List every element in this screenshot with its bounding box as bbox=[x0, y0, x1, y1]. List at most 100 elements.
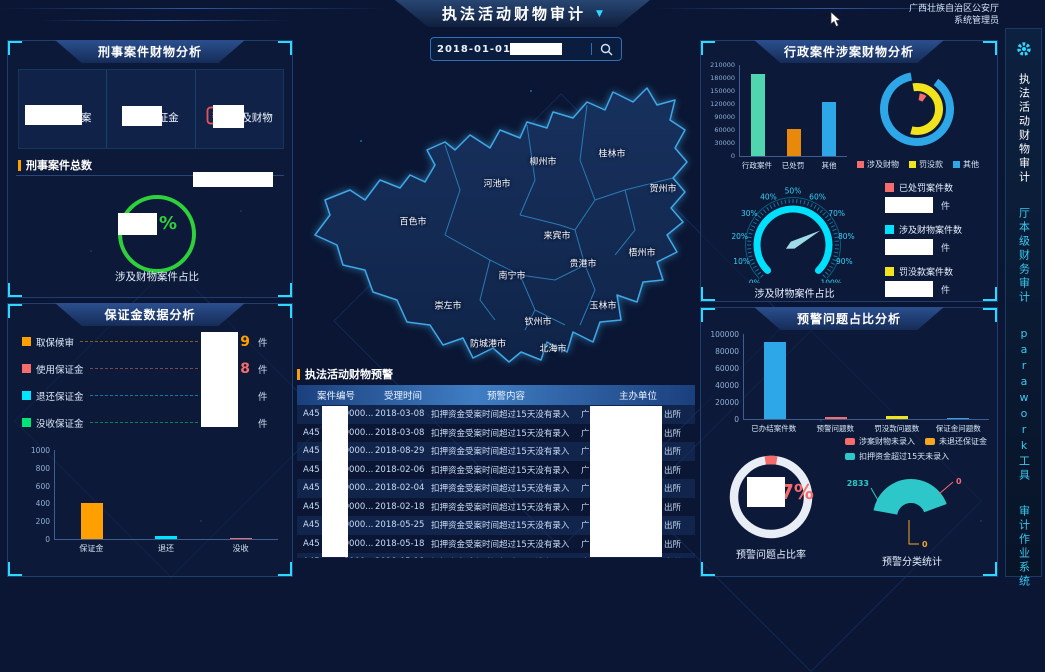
redaction-box bbox=[885, 197, 933, 213]
svg-text:50%: 50% bbox=[785, 187, 802, 196]
warning-legend: 涉案财物未录入未退还保证金扣押资金超过15天未录入 bbox=[845, 436, 997, 462]
panel-title: 行政案件涉案财物分析 bbox=[754, 40, 944, 63]
svg-text:40%: 40% bbox=[760, 192, 777, 201]
gauge-legend-item: 罚没款案件数件 bbox=[885, 265, 993, 297]
sidebar-item[interactable]: 审计作业系统 bbox=[1016, 505, 1032, 589]
legend-item: 其他 bbox=[953, 159, 979, 170]
gauge-legend: 已处罚案件数件涉及财物案件数件罚没款案件数件 bbox=[885, 181, 993, 307]
header-line bbox=[40, 20, 290, 21]
bar bbox=[155, 536, 177, 539]
legend-item: 涉案财物未录入 bbox=[845, 436, 915, 447]
ratio-caption: 预警问题占比率 bbox=[711, 546, 831, 561]
map-city-label[interactable]: 北海市 bbox=[539, 342, 566, 355]
bar bbox=[886, 416, 908, 419]
redaction-box bbox=[118, 213, 157, 235]
svg-text:30%: 30% bbox=[741, 209, 758, 218]
dropdown-caret-icon[interactable]: ▼ bbox=[596, 9, 603, 19]
redaction-box bbox=[213, 105, 244, 128]
bar bbox=[822, 102, 836, 156]
map-city-label[interactable]: 梧州市 bbox=[628, 246, 655, 259]
panel-title: 预警问题占比分析 bbox=[754, 307, 944, 330]
search-icon bbox=[600, 43, 613, 56]
column-header: 主办单位 bbox=[581, 388, 695, 402]
map-svg[interactable] bbox=[295, 30, 700, 367]
map-city-label[interactable]: 钦州市 bbox=[524, 315, 551, 328]
bar bbox=[230, 538, 252, 539]
legend-swatch bbox=[22, 364, 31, 373]
column-header: 案件编号 bbox=[297, 388, 375, 402]
column-header: 受理时间 bbox=[375, 388, 431, 402]
svg-text:0: 0 bbox=[956, 477, 962, 486]
sidebar-item[interactable]: 厅本级财务审计 bbox=[1016, 207, 1032, 305]
svg-text:80%: 80% bbox=[838, 232, 855, 241]
percent-suffix: % bbox=[159, 213, 177, 234]
alerts-title: 执法活动财物预警 bbox=[297, 366, 695, 382]
sidebar-item[interactable]: 执法活动财物审计 bbox=[1016, 73, 1032, 185]
bar bbox=[764, 342, 786, 419]
user-info: 广西壮族自治区公安厅 系统管理员 bbox=[909, 3, 999, 27]
redaction-box bbox=[885, 281, 933, 297]
svg-text:2833: 2833 bbox=[847, 479, 869, 488]
bar bbox=[787, 129, 801, 156]
map-city-label[interactable]: 河池市 bbox=[483, 177, 510, 190]
sidebar-item[interactable]: parawork工具 bbox=[1016, 327, 1032, 483]
classify-rose-chart: 2833 0 0 bbox=[841, 460, 991, 560]
user-name[interactable]: 系统管理员 bbox=[909, 15, 999, 27]
redaction-box bbox=[122, 106, 162, 126]
gauge-legend-item: 涉及财物案件数件 bbox=[885, 223, 993, 255]
redaction-box bbox=[25, 105, 82, 125]
svg-text:90%: 90% bbox=[836, 257, 853, 266]
alerts-header: 案件编号受理时间预警内容主办单位 bbox=[297, 385, 695, 405]
map-city-label[interactable]: 贵港市 bbox=[569, 257, 596, 270]
svg-text:60%: 60% bbox=[809, 192, 826, 201]
column-header: 预警内容 bbox=[431, 388, 581, 402]
criminal-case-panel: 刑事案件财物分析 已结案¥保证金¥涉及财物 刑事案件总数 % 涉及财物案件占比 bbox=[7, 40, 293, 298]
svg-text:100%: 100% bbox=[820, 279, 841, 283]
bar bbox=[81, 503, 103, 539]
gauge-legend-item: 已处罚案件数件 bbox=[885, 181, 993, 213]
redaction-box bbox=[201, 332, 238, 427]
province-outline bbox=[315, 88, 687, 362]
redaction-box bbox=[747, 477, 785, 507]
org-name: 广西壮族自治区公安厅 bbox=[909, 3, 999, 15]
svg-text:0: 0 bbox=[922, 540, 928, 549]
map-city-label[interactable]: 桂林市 bbox=[598, 147, 625, 160]
redaction-box bbox=[193, 172, 273, 187]
map-city-label[interactable]: 来宾市 bbox=[543, 229, 570, 242]
ratio-percent-value: 7% bbox=[780, 480, 814, 504]
redaction-box bbox=[510, 43, 562, 55]
date-from-value[interactable]: 2018-01-01 bbox=[437, 44, 511, 55]
map-city-label[interactable]: 南宁市 bbox=[498, 269, 525, 282]
search-button[interactable] bbox=[598, 43, 615, 56]
legend-swatch bbox=[22, 418, 31, 427]
bar bbox=[751, 74, 765, 156]
legend-item: 涉及财物 bbox=[857, 159, 899, 170]
ring-legend: 涉及财物罚没款其他 bbox=[857, 159, 995, 170]
legend-swatch bbox=[22, 337, 31, 346]
bar bbox=[947, 418, 969, 419]
map-city-label[interactable]: 玉林市 bbox=[589, 299, 616, 312]
panel-title: 刑事案件财物分析 bbox=[55, 40, 245, 63]
svg-text:10%: 10% bbox=[733, 257, 750, 266]
guangxi-map[interactable]: 桂林市柳州市河池市 贺州市百色市来宾市梧州市贵港市南宁市崇左市 玉林市钦州市防城港市… bbox=[295, 30, 700, 367]
ring-caption: 涉及财物案件占比 bbox=[60, 269, 254, 284]
ratio-gauge-chart: 0%10%20%30%40%50%60%70%80%90%100% bbox=[703, 171, 883, 283]
panel-title: 保证金数据分析 bbox=[55, 303, 245, 326]
map-city-label[interactable]: 防城港市 bbox=[470, 337, 506, 350]
map-city-label[interactable]: 贺州市 bbox=[649, 182, 676, 195]
bar bbox=[825, 417, 847, 419]
redaction-box bbox=[322, 406, 348, 557]
legend-item: 未退还保证金 bbox=[925, 436, 987, 447]
redaction-box bbox=[590, 406, 662, 557]
svg-text:70%: 70% bbox=[828, 209, 845, 218]
divider bbox=[591, 43, 592, 55]
gauge-caption: 涉及财物案件占比 bbox=[717, 285, 872, 300]
classify-caption: 预警分类统计 bbox=[852, 553, 972, 568]
map-city-label[interactable]: 柳州市 bbox=[529, 155, 556, 168]
map-city-label[interactable]: 百色市 bbox=[399, 215, 426, 228]
map-city-label[interactable]: 崇左市 bbox=[434, 299, 461, 312]
gear-icon[interactable] bbox=[1016, 41, 1032, 61]
